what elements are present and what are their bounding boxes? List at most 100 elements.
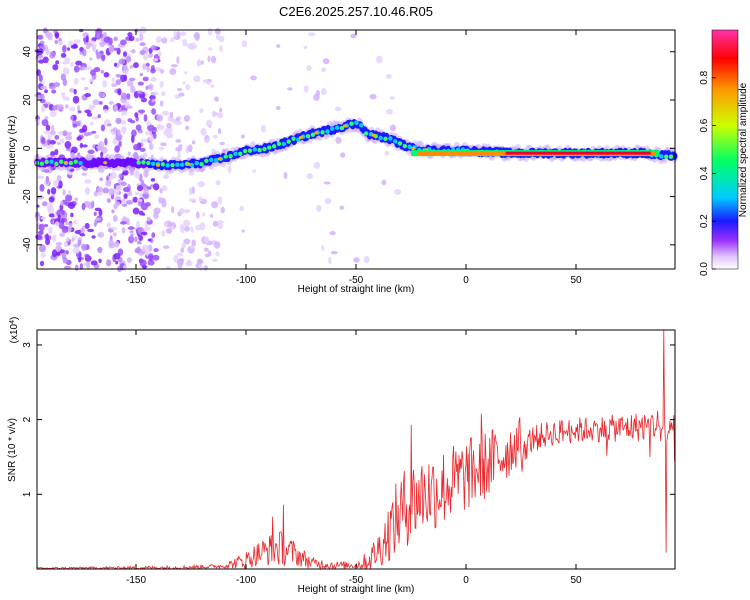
spectrogram-noise-point: [103, 36, 111, 43]
spectrogram-noise-point: [173, 31, 178, 38]
spectrogram-noise-point: [189, 245, 194, 250]
spectrogram-noise-point: [111, 77, 115, 83]
spectrogram-noise-point: [41, 137, 46, 145]
spectrogram-noise-point: [37, 230, 43, 235]
spectrogram-noise-point: [188, 198, 197, 202]
spectrogram-noise-point: [115, 73, 122, 78]
spectrogram-noise-point: [369, 93, 377, 100]
spectrogram-noise-point: [178, 258, 185, 263]
spectrogram-noise-point: [303, 85, 309, 93]
spectrogram-noise-point: [122, 186, 131, 193]
spectrogram-noise-point: [128, 77, 136, 81]
spectrogram-noise-point: [143, 187, 149, 195]
spectrogram-noise-point: [147, 259, 155, 266]
spectrogram-noise-point: [113, 36, 118, 42]
spectrogram-ridge-blob: [330, 126, 335, 131]
spectrogram-noise-point: [36, 195, 45, 200]
spectrogram-noise-point: [152, 183, 160, 191]
spectrogram-noise-point: [60, 200, 64, 206]
spectrogram-noise-point: [84, 109, 91, 114]
spectrogram-noise-point: [321, 67, 327, 73]
spectrogram-noise-point: [140, 138, 148, 143]
spectrogram-noise-point: [99, 141, 105, 147]
spectrogram-noise-point: [100, 151, 104, 158]
spectrogram-noise-point: [153, 207, 161, 215]
spectrogram-noise-point: [241, 40, 248, 48]
spectrogram-noise-point: [96, 186, 104, 193]
spectrogram-noise-point: [214, 96, 219, 102]
spectrogram-noise-point: [61, 209, 65, 216]
spectrogram-noise-point: [140, 183, 146, 187]
spectrogram-noise-point: [169, 111, 174, 119]
spectrogram-noise-point: [161, 37, 168, 44]
spectrogram-noise-point: [114, 241, 120, 248]
spectrogram-noise-point: [321, 244, 325, 251]
spectrogram-noise-point: [139, 147, 146, 152]
spectrogram-ridge-blob: [363, 131, 369, 136]
spectrogram-ridge-blob: [175, 162, 180, 167]
spectrogram-noise-point: [38, 244, 46, 253]
spectrogram-noise-point: [74, 197, 79, 202]
spectrogram-noise-point: [52, 64, 59, 71]
spectrogram-x-tick-label: 50: [570, 275, 582, 286]
spectrogram-ridge-blob: [378, 135, 383, 141]
spectrogram-signal-ridge: [33, 117, 679, 174]
spectrogram-ridge-blob: [49, 159, 54, 164]
spectrogram-noise-point: [125, 55, 132, 63]
spectrogram-noise-point: [131, 134, 135, 143]
spectrogram-noise-point: [162, 175, 170, 179]
spectrogram-noise-point: [389, 124, 397, 132]
spectrogram-noise-point: [165, 132, 174, 139]
spectrogram-noise-point: [136, 240, 142, 245]
spectrogram-ridge-blob: [78, 160, 83, 166]
spectrogram-noise-point: [102, 187, 110, 194]
spectrogram-noise-point: [214, 27, 221, 35]
spectrogram-noise-point: [157, 50, 162, 57]
spectrogram-noise-point: [143, 52, 149, 61]
spectrogram-noise-point: [89, 78, 94, 83]
spectrogram-noise-point: [115, 79, 122, 86]
spectrogram-noise-point: [109, 171, 117, 179]
spectrogram-ridge-blob: [276, 141, 282, 147]
spectrogram-noise-point: [117, 178, 123, 185]
spectrogram-noise-point: [250, 75, 257, 81]
spectrogram-noise-point: [61, 226, 69, 233]
snr-x-ticks: -150 -100 -50 0 50: [126, 330, 582, 586]
spectrogram-noise-point: [126, 257, 132, 263]
spectrogram-noise-point: [65, 250, 69, 255]
spectrogram-noise-point: [48, 139, 56, 145]
spectrogram-noise-point: [55, 242, 63, 246]
spectrogram-ridge-blob: [668, 154, 674, 159]
spectrogram-noise-point: [165, 227, 173, 234]
spectrogram-noise-point: [156, 114, 164, 122]
spectrogram-ridge-blob: [359, 123, 364, 128]
spectrogram-noise-point: [60, 138, 65, 144]
spectrogram-ridge-blob: [59, 159, 64, 164]
spectrogram-noise-point: [47, 32, 53, 41]
spectrogram-noise-point: [81, 243, 88, 251]
spectrogram-noise-point: [101, 54, 106, 62]
spectrogram-noise-point: [125, 199, 133, 205]
spectrogram-noise-point: [123, 264, 127, 272]
spectrogram-noise-point: [386, 73, 392, 79]
spectrogram-noise-point: [84, 202, 92, 206]
spectrogram-noise-point: [81, 202, 86, 211]
spectrogram-noise-point: [385, 108, 393, 115]
spectrogram-noise-point: [39, 40, 45, 45]
spectrogram-noise-point: [65, 135, 73, 141]
spectrogram-noise-point: [164, 127, 170, 133]
spectrogram-noise-point: [44, 223, 49, 228]
spectrogram-noise-point: [57, 104, 65, 111]
spectrogram-noise-point: [126, 80, 134, 87]
spectrogram-noise-point: [108, 239, 115, 246]
spectrogram-ridge-blob: [180, 162, 185, 167]
spectrogram-ridge-blob: [194, 160, 199, 166]
spectrogram-noise-point: [62, 67, 70, 75]
spectrogram-noise-point: [100, 124, 106, 132]
colorbar-tick-label: 0.0: [699, 262, 710, 276]
spectrogram-noise-point: [51, 124, 55, 132]
spectrogram-noise-point: [170, 64, 179, 68]
spectrogram-noise-point: [76, 136, 82, 141]
spectrogram-noise-point: [79, 263, 84, 270]
spectrogram-noise-point: [205, 138, 209, 142]
